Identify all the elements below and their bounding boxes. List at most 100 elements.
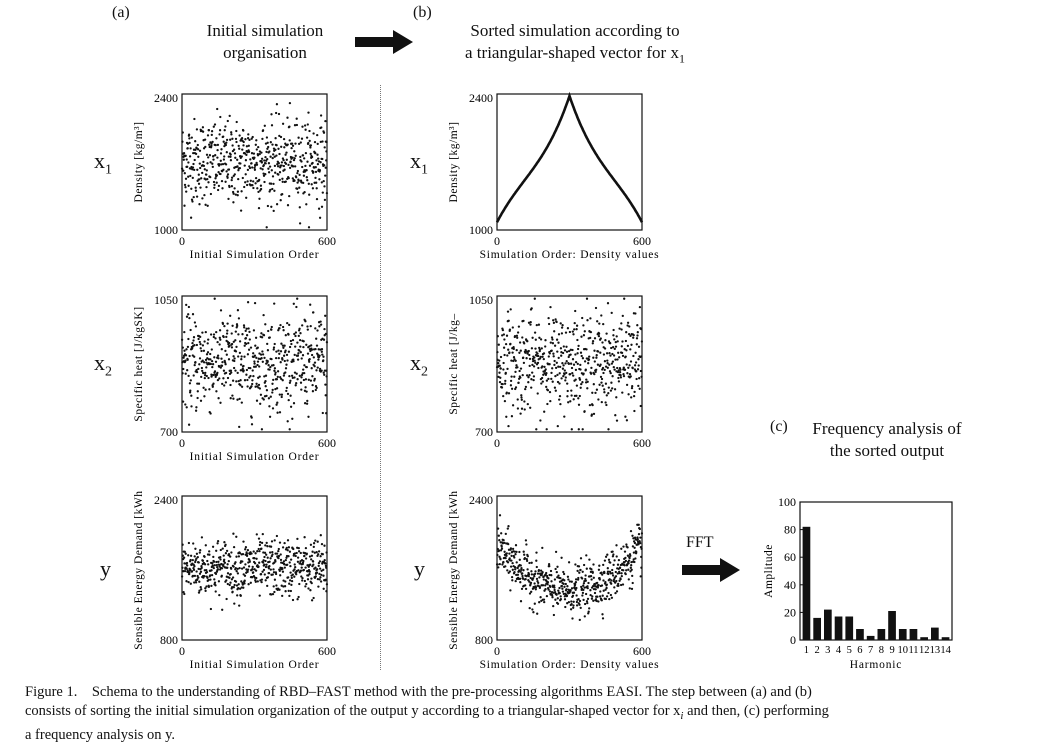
data-point xyxy=(241,560,244,563)
data-point xyxy=(544,339,547,342)
data-point xyxy=(597,584,600,587)
data-point xyxy=(291,417,294,420)
data-point xyxy=(549,341,552,344)
data-point xyxy=(291,338,295,342)
data-point xyxy=(282,346,285,349)
data-point xyxy=(569,589,572,592)
data-point xyxy=(531,357,535,361)
data-point xyxy=(212,555,215,559)
data-point xyxy=(267,364,270,367)
data-point xyxy=(582,324,585,327)
data-point xyxy=(195,368,198,372)
data-point xyxy=(288,381,292,384)
data-point xyxy=(563,585,566,588)
data-point xyxy=(206,559,209,563)
data-point xyxy=(273,164,277,168)
data-point xyxy=(323,198,327,202)
data-point xyxy=(637,523,640,526)
data-point xyxy=(258,549,261,553)
data-point xyxy=(216,156,219,159)
data-point xyxy=(276,375,279,379)
data-point xyxy=(252,571,255,574)
data-point xyxy=(531,608,534,611)
data-point xyxy=(496,547,499,551)
data-point xyxy=(611,360,615,363)
data-point xyxy=(185,348,188,351)
data-point xyxy=(240,580,243,583)
data-point xyxy=(565,371,568,375)
data-point xyxy=(279,199,282,202)
data-point xyxy=(521,373,524,377)
data-point xyxy=(305,176,308,179)
data-point xyxy=(312,545,315,549)
data-point xyxy=(629,566,632,569)
data-point xyxy=(275,203,279,206)
data-point xyxy=(203,563,207,566)
data-point xyxy=(183,172,186,175)
data-point xyxy=(269,568,272,571)
data-point xyxy=(625,419,629,422)
data-point xyxy=(252,152,256,155)
data-point xyxy=(193,117,196,121)
data-point xyxy=(253,166,256,170)
data-point xyxy=(196,148,200,151)
data-point xyxy=(322,587,325,590)
data-point xyxy=(522,569,525,572)
data-point xyxy=(502,361,505,365)
data-point xyxy=(267,567,271,570)
data-point xyxy=(189,174,192,178)
data-point xyxy=(205,169,208,172)
data-point xyxy=(543,372,546,375)
data-point xyxy=(305,402,309,405)
data-point xyxy=(253,568,256,571)
data-point xyxy=(497,534,500,537)
data-point xyxy=(278,588,281,591)
data-point xyxy=(615,555,618,558)
data-point xyxy=(572,606,575,609)
data-point xyxy=(219,338,222,341)
data-point xyxy=(284,580,287,583)
bar-harmonic-5 xyxy=(845,616,854,640)
data-point xyxy=(243,579,246,582)
data-point xyxy=(303,190,306,194)
data-point xyxy=(585,600,589,603)
data-point xyxy=(566,327,570,330)
data-point xyxy=(603,388,606,391)
data-point xyxy=(275,378,279,381)
data-point xyxy=(551,594,554,597)
data-point xyxy=(261,570,264,573)
data-point xyxy=(261,137,264,141)
data-point xyxy=(202,371,205,375)
data-point xyxy=(245,145,249,148)
data-point xyxy=(542,598,546,601)
y-tick-label: 1000 xyxy=(154,223,178,237)
data-point xyxy=(325,375,328,378)
data-point xyxy=(615,544,618,547)
data-point xyxy=(622,374,626,378)
data-point xyxy=(185,567,188,570)
data-point xyxy=(258,352,261,355)
data-point xyxy=(209,175,212,179)
data-point xyxy=(515,573,518,577)
bar-harmonic-8 xyxy=(877,629,886,640)
data-point xyxy=(324,383,327,386)
data-point xyxy=(606,570,610,573)
data-point xyxy=(612,334,615,337)
data-point xyxy=(281,570,285,573)
data-point xyxy=(515,561,518,564)
data-point xyxy=(634,312,637,315)
panel-b-title: Sorted simulation according to a triangu… xyxy=(465,21,685,66)
data-point xyxy=(240,358,243,361)
data-point xyxy=(509,379,513,383)
data-point xyxy=(600,571,603,574)
data-point xyxy=(279,376,282,379)
data-point xyxy=(268,560,271,563)
data-point xyxy=(182,591,185,594)
data-point xyxy=(506,561,510,564)
data-point xyxy=(618,327,621,330)
data-point xyxy=(271,391,274,394)
data-point xyxy=(508,351,511,354)
data-point xyxy=(187,313,190,316)
data-point xyxy=(552,319,555,322)
data-point xyxy=(305,136,309,139)
